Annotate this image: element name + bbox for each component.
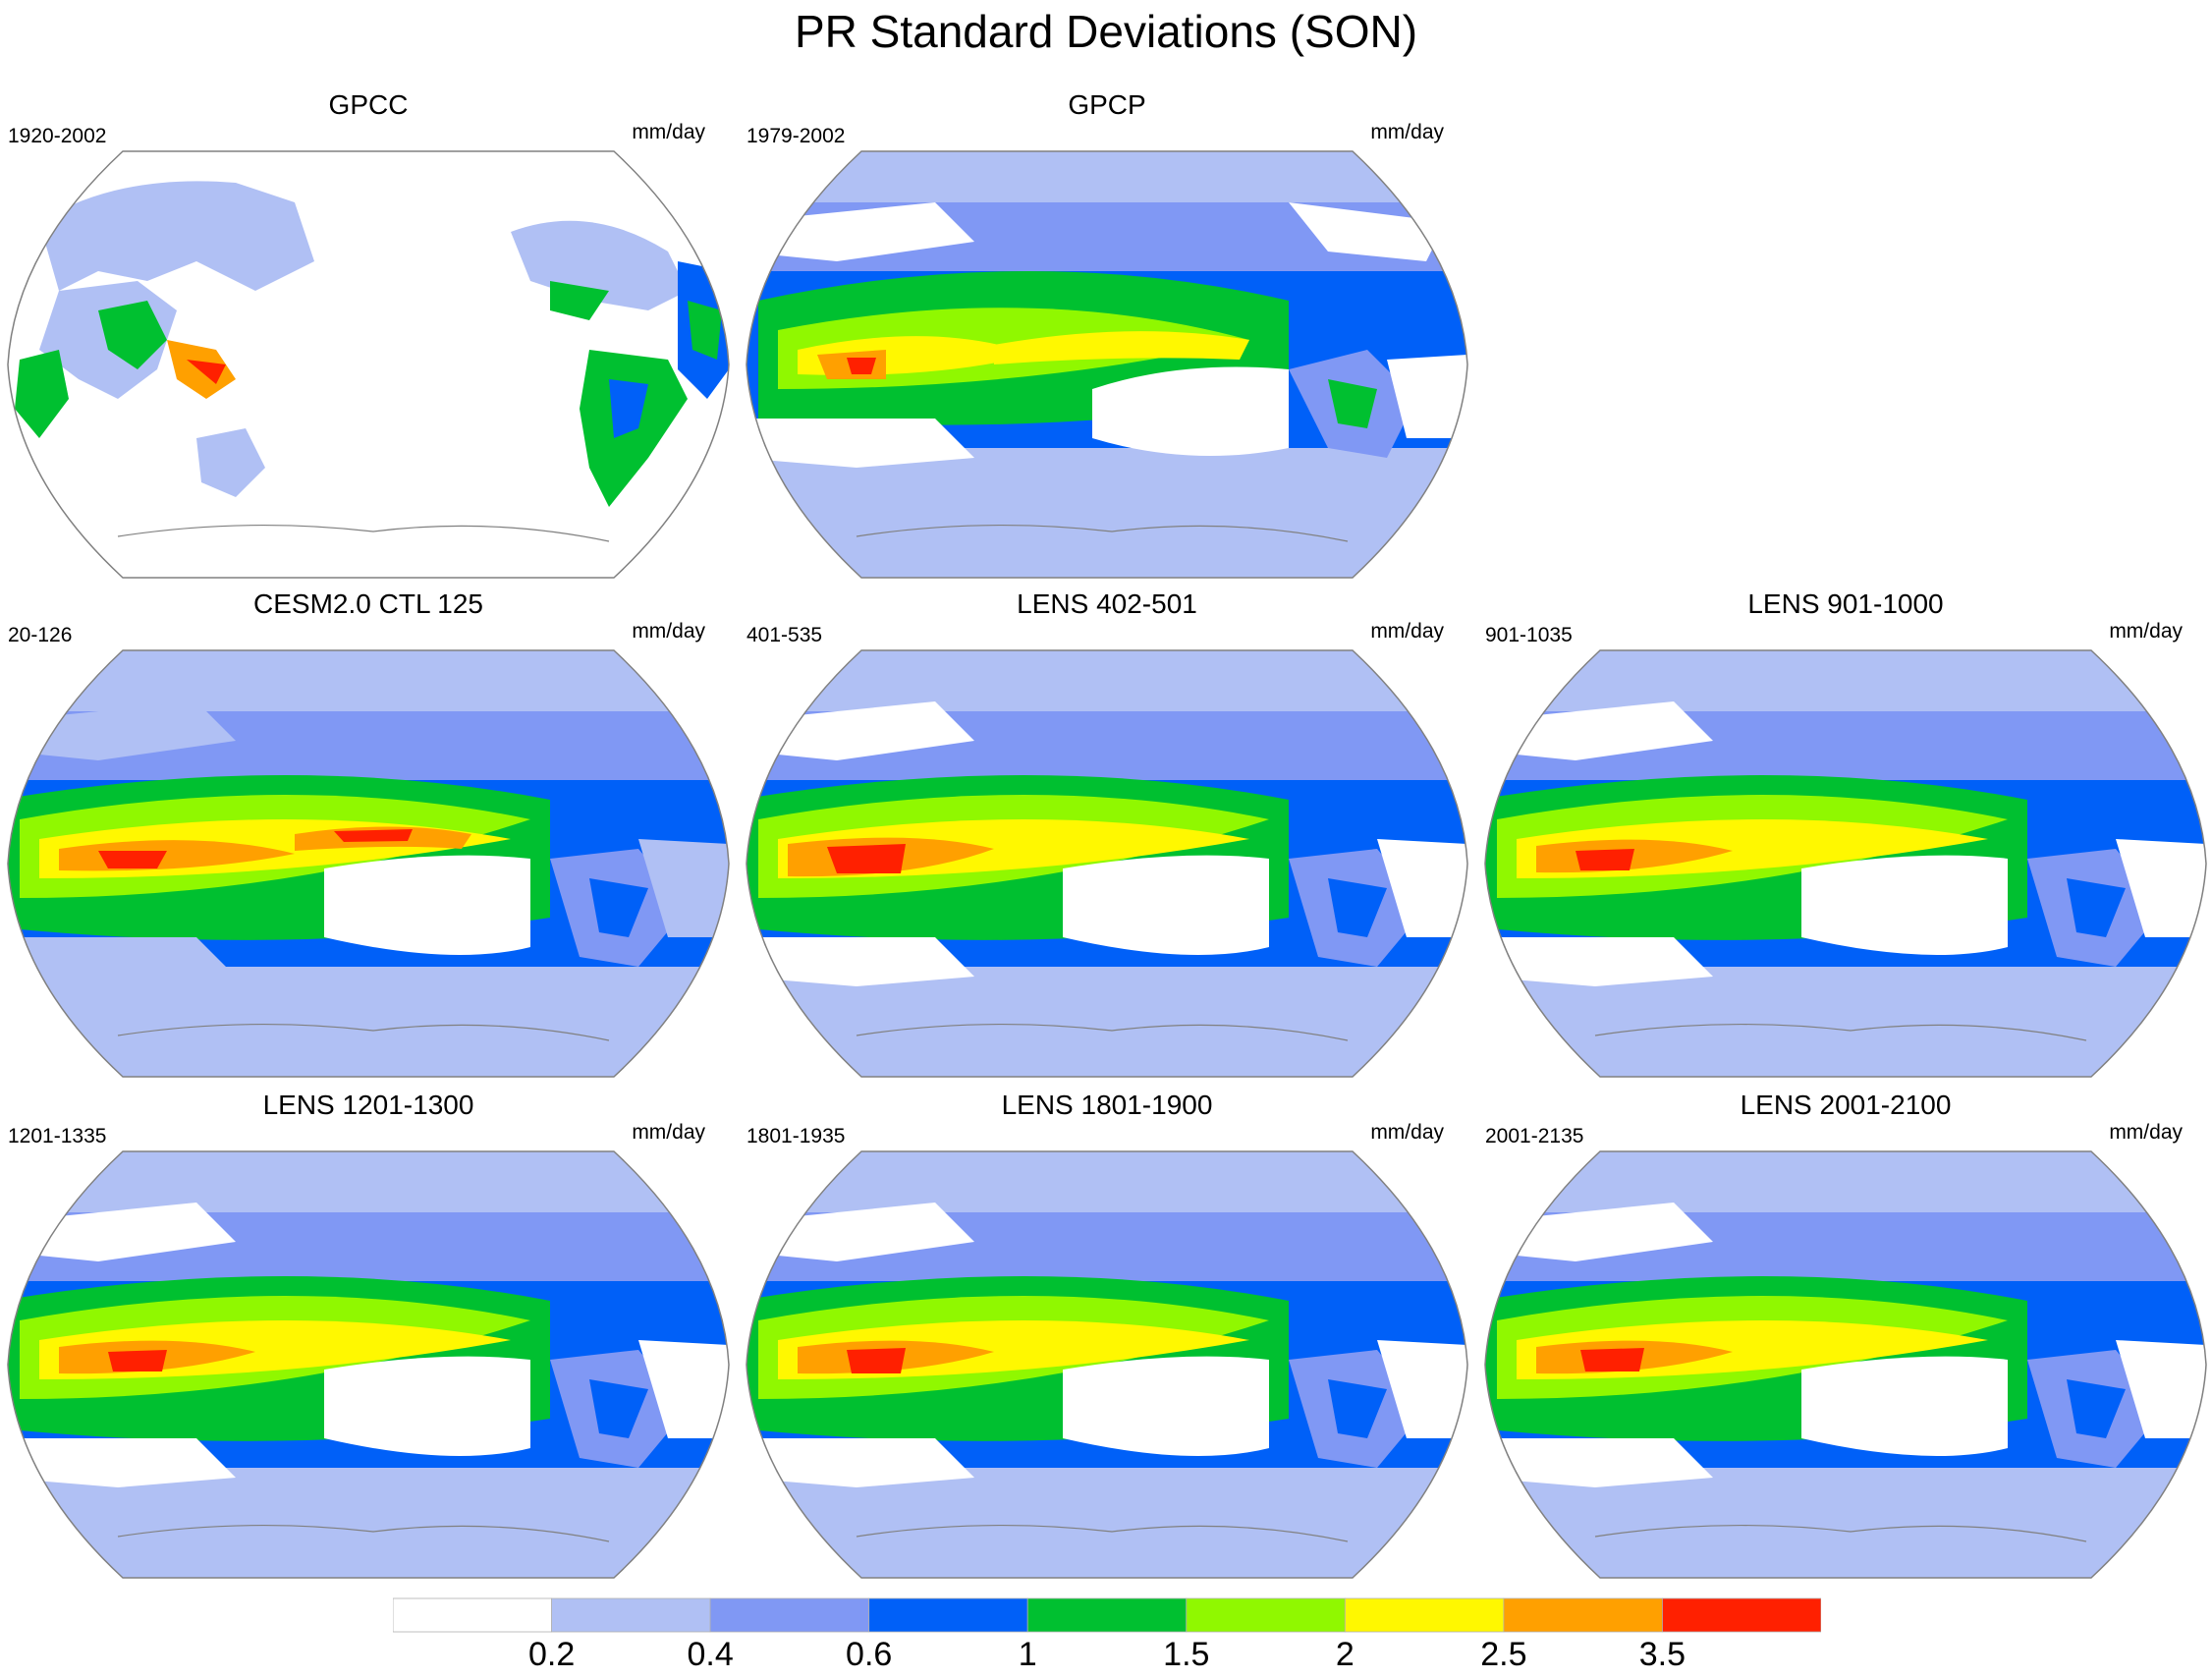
panel-units: mm/day [1370, 121, 1444, 143]
colorbar-swatch [551, 1597, 711, 1633]
robinson-map-gpcp [746, 150, 1468, 579]
colorbar-swatch [1503, 1597, 1663, 1633]
colorbar-swatch [393, 1597, 552, 1633]
robinson-map-lens-1801 [746, 1150, 1468, 1579]
colorbar-tick-label: 2.5 [1480, 1636, 1527, 1673]
panel-gpcp: GPCP 1979-2002 mm/day [739, 88, 1475, 589]
colorbar-tick-label: 3.5 [1638, 1636, 1687, 1673]
panel-title: LENS 402-501 [1017, 588, 1197, 619]
panel-units: mm/day [632, 620, 705, 643]
robinson-map-lens-402 [746, 649, 1468, 1078]
colorbar-swatch [1662, 1597, 1821, 1633]
colorbar-tick-label: 1.5 [1163, 1636, 1210, 1673]
panel-cesm2-ctl: CESM2.0 CTL 125 20-126 mm/day [0, 588, 737, 1089]
panel-title: LENS 1201-1300 [262, 1090, 474, 1120]
robinson-map-lens-2001 [1484, 1150, 2207, 1579]
figure-title: PR Standard Deviations (SON) [794, 6, 1418, 57]
colorbar-swatch [1344, 1597, 1505, 1633]
panel-title: LENS 2001-2100 [1740, 1090, 1952, 1120]
panel-units: mm/day [1370, 620, 1444, 643]
colorbar-swatch [1026, 1597, 1188, 1633]
panel-title: GPCP [1068, 89, 1146, 120]
panel-period: 1201-1335 [8, 1125, 107, 1147]
panel-lens-402-501: LENS 402-501 401-535 mm/day [739, 588, 1475, 1089]
panel-lens-901-1000: LENS 901-1000 901-1035 mm/day [1477, 588, 2212, 1089]
robinson-map-lens-901 [1484, 649, 2207, 1078]
colorbar-swatch [709, 1597, 870, 1633]
panel-gpcc: GPCC 1920-2002 mm/day [0, 88, 737, 589]
panel-lens-2001-2100: LENS 2001-2100 2001-2135 mm/day [1477, 1089, 2212, 1590]
colorbar-tick-label: 0.4 [687, 1636, 734, 1673]
panel-title: CESM2.0 CTL 125 [253, 588, 483, 619]
panel-period: 401-535 [747, 624, 823, 646]
panel-period: 901-1035 [1485, 624, 1573, 646]
panel-lens-1801-1900: LENS 1801-1900 1801-1935 mm/day [739, 1089, 1475, 1590]
panel-lens-1201-1300: LENS 1201-1300 1201-1335 mm/day [0, 1089, 737, 1590]
panel-period: 20-126 [8, 624, 73, 646]
colorbar-tick-label: 0.6 [846, 1636, 893, 1673]
panel-units: mm/day [632, 121, 705, 143]
robinson-map-lens-1201 [7, 1150, 730, 1579]
robinson-map-cesm2 [7, 649, 730, 1078]
colorbar-tick-label: 0.2 [527, 1636, 576, 1673]
panel-title: LENS 901-1000 [1747, 588, 1944, 619]
colorbar-tick-label: 2 [1335, 1636, 1355, 1673]
panel-period: 1801-1935 [747, 1125, 846, 1147]
panel-period: 1920-2002 [8, 125, 107, 147]
colorbar-swatch [1186, 1597, 1346, 1633]
colorbar-swatch [868, 1597, 1028, 1633]
robinson-map-gpcc [7, 150, 730, 579]
panel-units: mm/day [2109, 620, 2183, 643]
panel-title: GPCC [328, 89, 409, 120]
panel-title: LENS 1801-1900 [1001, 1090, 1213, 1120]
panel-period: 2001-2135 [1485, 1125, 1584, 1147]
colorbar [393, 1597, 1821, 1633]
panel-units: mm/day [632, 1121, 705, 1144]
colorbar-tick-label: 1 [1018, 1636, 1037, 1673]
panel-units: mm/day [2109, 1121, 2183, 1144]
panel-units: mm/day [1370, 1121, 1444, 1144]
panel-period: 1979-2002 [747, 125, 846, 147]
